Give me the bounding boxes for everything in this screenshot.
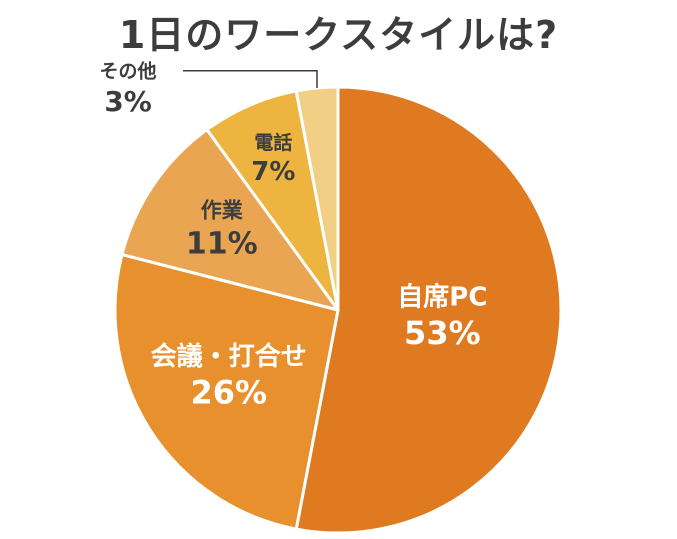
slice-name-label: 自席PC (397, 281, 487, 312)
slice-label-3: 電話 7% (251, 131, 295, 187)
slice-name-label: 作業 (201, 199, 244, 223)
chart-title: 1日のワークスタイルは? (118, 13, 559, 57)
slice-label-2: 作業 11% (186, 199, 258, 262)
slice-value-label: 3% (104, 85, 152, 118)
pie-slice-1 (113, 253, 340, 531)
slice-value-label: 7% (251, 157, 295, 187)
slice-name-label: その他 (99, 59, 156, 82)
slice-value-label: 26% (190, 373, 267, 411)
slice-value-label: 53% (404, 314, 481, 352)
slice-value-label: 11% (186, 227, 258, 262)
pie-slices (113, 85, 563, 535)
pie-slice-0 (294, 85, 563, 535)
slice-label-4: その他 3% (99, 59, 156, 118)
slice-name-label: 電話 (254, 131, 292, 154)
slice-name-label: 会議・打合せ (151, 341, 307, 372)
leader-line (183, 70, 318, 88)
pie-slice-2 (120, 128, 340, 312)
